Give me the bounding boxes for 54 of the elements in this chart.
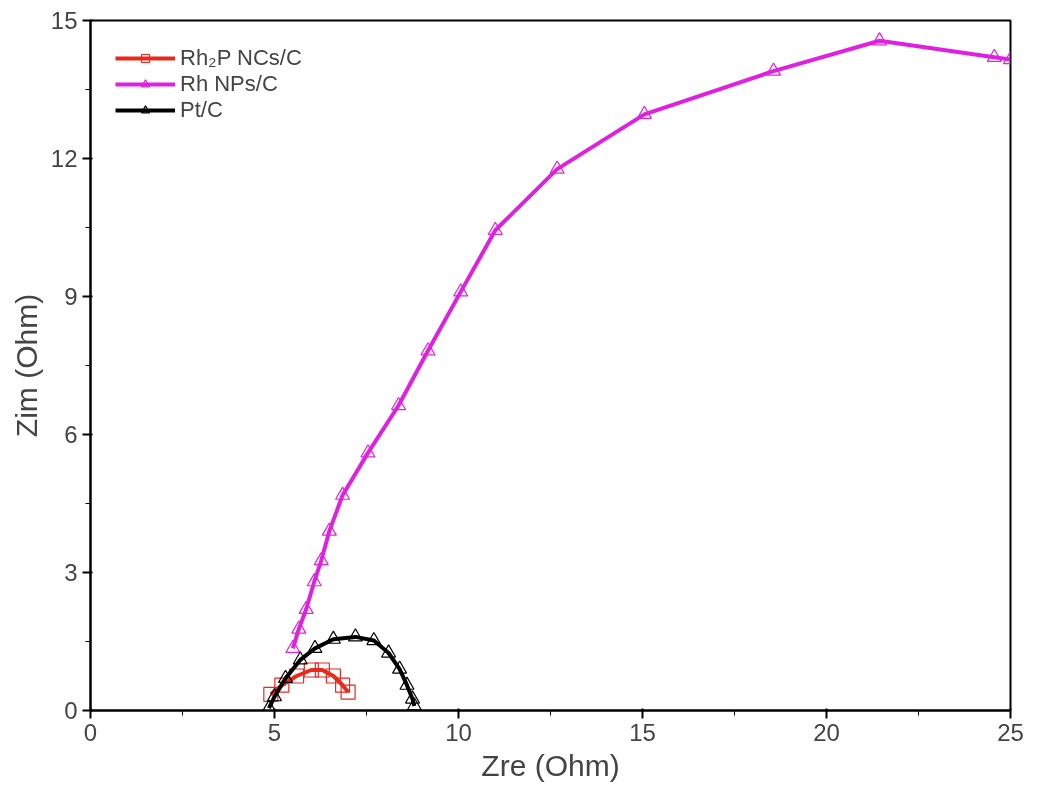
point — [392, 660, 408, 674]
point — [285, 639, 301, 654]
point — [274, 677, 290, 693]
point — [380, 644, 397, 658]
point — [334, 486, 351, 500]
point — [549, 160, 565, 174]
point — [399, 676, 415, 690]
y-tick-label: 9 — [64, 283, 78, 310]
point — [298, 600, 314, 614]
point — [266, 688, 283, 702]
point — [314, 662, 330, 678]
x-tick-label: 5 — [267, 718, 282, 746]
point — [261, 699, 277, 711]
x-tick-label: 15 — [629, 718, 656, 746]
point — [291, 620, 307, 634]
x-axis-title: Zre (Ohm) — [481, 748, 620, 782]
point — [453, 283, 469, 297]
y-tick-label: 6 — [64, 421, 78, 448]
point — [360, 444, 376, 458]
point — [871, 32, 888, 46]
legend-label: Rh₂P NCs/C — [180, 45, 302, 71]
point — [420, 342, 436, 356]
point — [288, 668, 305, 684]
point — [307, 639, 323, 654]
point — [340, 684, 356, 700]
point — [986, 48, 1002, 62]
point — [765, 62, 782, 76]
y-axis-title: Zim (Ohm) — [9, 293, 43, 438]
point — [325, 668, 341, 684]
y-tick-label: 15 — [50, 7, 78, 34]
point — [404, 690, 421, 704]
legend-label: Rh NPs/C — [180, 71, 278, 97]
x-tick-label: 0 — [83, 718, 98, 746]
point — [306, 573, 322, 587]
y-tick-label: 0 — [64, 697, 78, 724]
legend-label: Pt/C — [180, 97, 223, 123]
point — [636, 105, 652, 119]
x-tick-label: 20 — [813, 718, 840, 746]
point — [406, 697, 422, 711]
point — [334, 677, 351, 693]
point — [303, 662, 319, 678]
point — [321, 522, 337, 536]
x-tick-label: 25 — [997, 718, 1024, 746]
point — [313, 551, 329, 566]
y-tick-label: 12 — [50, 145, 78, 172]
point — [366, 631, 382, 646]
point — [325, 630, 341, 644]
point — [277, 669, 294, 683]
y-tick-label: 3 — [64, 559, 78, 586]
point — [347, 628, 364, 642]
point — [292, 651, 308, 665]
x-tick-label: 10 — [445, 718, 472, 746]
point — [390, 396, 407, 411]
point — [487, 221, 503, 235]
